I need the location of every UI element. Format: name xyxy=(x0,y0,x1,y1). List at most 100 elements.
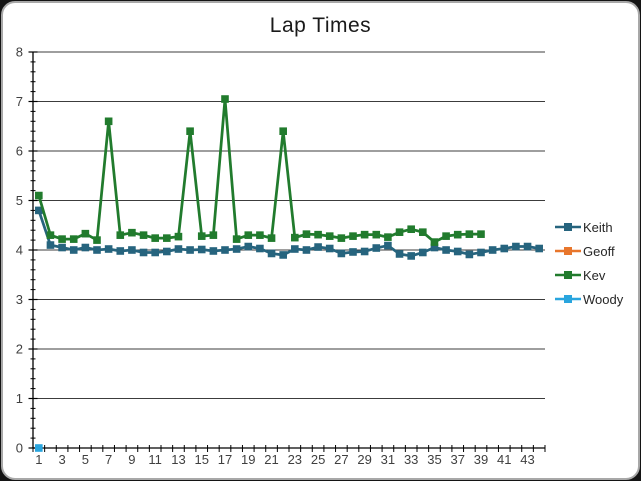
data-point-marker xyxy=(360,247,369,256)
data-point-marker xyxy=(46,241,55,249)
data-point-marker xyxy=(279,127,287,135)
data-point-marker xyxy=(163,234,171,242)
data-point-marker xyxy=(116,231,125,239)
x-axis-tick-label: 19 xyxy=(241,452,255,467)
legend-item-label: Geoff xyxy=(583,243,615,259)
data-point-marker xyxy=(35,206,43,215)
data-point-marker xyxy=(104,117,113,126)
x-axis-tick-label: 29 xyxy=(357,452,371,467)
data-point-marker xyxy=(477,230,485,238)
y-axis-tick-label: 3 xyxy=(16,292,23,307)
x-axis-tick-label: 37 xyxy=(450,452,464,467)
data-point-marker xyxy=(139,248,148,257)
legend-line-marker-icon xyxy=(555,223,581,231)
data-point-marker xyxy=(279,251,287,259)
data-point-marker xyxy=(151,234,159,242)
x-axis-tick-label: 17 xyxy=(218,452,232,467)
data-point-marker xyxy=(69,246,78,254)
legend-item-woody: Woody xyxy=(555,287,641,311)
data-point-marker xyxy=(35,444,43,452)
data-point-marker xyxy=(430,238,439,246)
data-point-marker xyxy=(372,244,381,252)
data-point-marker xyxy=(128,228,136,237)
x-axis-tick-label: 15 xyxy=(194,452,208,467)
data-point-marker xyxy=(465,250,474,259)
data-point-marker xyxy=(93,236,101,244)
data-point-marker xyxy=(302,246,311,254)
data-point-marker xyxy=(58,235,66,243)
data-point-marker xyxy=(209,247,218,255)
x-axis-tick-label: 7 xyxy=(105,452,112,467)
x-axis-tick-label: 11 xyxy=(148,452,162,467)
data-point-marker xyxy=(81,229,90,238)
legend-item-kev: Kev xyxy=(555,263,641,287)
gridlines xyxy=(33,51,545,399)
data-point-marker xyxy=(512,242,520,251)
data-point-marker xyxy=(128,246,136,254)
data-point-marker xyxy=(221,246,229,254)
data-point-marker xyxy=(174,245,183,253)
data-point-marker xyxy=(325,244,334,253)
data-point-marker xyxy=(465,230,474,238)
data-point-marker xyxy=(209,231,218,239)
data-point-marker xyxy=(535,244,543,253)
data-point-marker xyxy=(35,191,43,200)
data-point-marker xyxy=(349,248,357,256)
data-point-marker xyxy=(325,232,334,240)
data-point-marker xyxy=(232,245,241,253)
data-point-marker xyxy=(419,248,427,257)
data-point-marker xyxy=(337,249,346,258)
y-axis-tick-label: 0 xyxy=(16,441,23,456)
data-point-marker xyxy=(523,242,532,251)
y-axis-tick-label: 7 xyxy=(16,94,23,109)
data-point-marker xyxy=(197,245,206,254)
data-point-marker xyxy=(221,95,229,103)
x-axis-tick-label: 5 xyxy=(82,452,89,467)
data-point-marker xyxy=(372,230,381,239)
x-axis-tick-label: 27 xyxy=(334,452,348,467)
data-point-marker xyxy=(93,246,101,254)
data-point-marker xyxy=(384,241,392,250)
data-point-marker xyxy=(337,234,346,242)
y-axis-tick-label: 4 xyxy=(16,243,23,258)
data-point-marker xyxy=(186,127,194,135)
y-axis-tick-label: 8 xyxy=(16,45,23,60)
data-point-marker xyxy=(232,235,241,243)
data-point-marker xyxy=(291,233,299,242)
x-axis-tick-label: 21 xyxy=(264,452,278,467)
chart-legend: Keith Geoff Kev Woody xyxy=(555,215,641,311)
data-point-marker xyxy=(442,232,450,240)
legend-line-marker-icon xyxy=(555,247,581,255)
x-axis-tick-label: 1 xyxy=(35,452,42,467)
data-point-marker xyxy=(267,249,276,258)
data-point-marker xyxy=(256,244,264,253)
data-point-marker xyxy=(81,243,90,252)
data-point-marker xyxy=(46,231,55,239)
data-point-marker xyxy=(384,233,392,241)
x-axis-tick-label: 43 xyxy=(520,452,534,467)
data-point-marker xyxy=(500,244,509,253)
x-axis-tick-label: 23 xyxy=(288,452,302,467)
x-axis-tick-label: 39 xyxy=(474,452,488,467)
data-point-marker xyxy=(442,246,450,254)
data-point-marker xyxy=(395,228,404,236)
legend-item-label: Keith xyxy=(583,219,613,235)
y-axis-tick-label: 1 xyxy=(16,391,23,406)
legend-item-keith: Keith xyxy=(555,215,641,239)
x-axis-tick-label: 25 xyxy=(311,452,325,467)
series-kev xyxy=(35,95,485,246)
data-point-marker xyxy=(69,235,78,243)
data-point-marker xyxy=(291,245,299,253)
y-axis-tick-label: 5 xyxy=(16,193,23,208)
data-point-marker xyxy=(174,232,183,241)
data-point-marker xyxy=(244,231,253,239)
data-point-marker xyxy=(453,247,462,256)
data-point-marker xyxy=(395,250,404,258)
data-point-marker xyxy=(314,230,322,239)
data-point-marker xyxy=(186,246,194,254)
data-point-marker xyxy=(314,243,322,251)
data-point-marker xyxy=(163,247,171,256)
data-point-marker xyxy=(419,228,427,236)
